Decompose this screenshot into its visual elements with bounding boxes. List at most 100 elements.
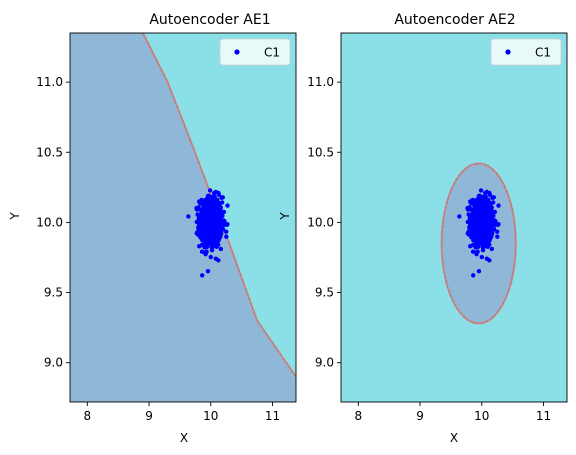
data-point (202, 228, 207, 233)
data-point (484, 230, 489, 236)
legend-label: C1 (264, 46, 280, 60)
data-point (481, 213, 486, 218)
y-tick-label: 10.0 (36, 215, 63, 229)
data-point (472, 201, 478, 207)
x-axis-label-ae1: X (180, 431, 188, 445)
data-point (485, 212, 491, 218)
data-point (197, 223, 202, 228)
x-tick-label: 11 (265, 409, 280, 423)
data-point (481, 217, 486, 222)
chart-title-ae2: Autoencoder AE2 (394, 12, 515, 28)
data-point (225, 203, 230, 208)
data-point (472, 206, 477, 212)
data-point (203, 251, 208, 257)
data-point (205, 268, 211, 274)
data-point (478, 236, 484, 242)
data-point (495, 222, 501, 228)
axes-frame (69, 32, 297, 403)
y-tick-label: 9.0 (44, 356, 63, 370)
data-point (224, 229, 229, 234)
data-point (220, 226, 226, 232)
data-point (204, 208, 210, 213)
data-point (199, 249, 205, 254)
data-point (222, 218, 227, 224)
data-point (224, 234, 229, 239)
x-axis-label-ae2: X (450, 431, 458, 445)
data-point (491, 195, 496, 200)
data-point (195, 212, 200, 217)
data-point (215, 217, 221, 222)
data-point (219, 200, 225, 205)
data-point (475, 208, 481, 213)
data-point (485, 198, 490, 203)
data-point (479, 222, 485, 227)
data-point (213, 230, 218, 236)
data-point (495, 229, 500, 234)
data-point (218, 233, 223, 238)
data-point (198, 201, 203, 206)
data-point (201, 201, 207, 207)
x-tick-label: 10 (474, 409, 489, 423)
legend-marker (234, 49, 240, 55)
data-point (205, 228, 210, 234)
data-point (482, 190, 488, 196)
data-point (218, 211, 224, 216)
data-point (204, 220, 210, 226)
axes-frame (340, 32, 568, 403)
subplot-ae1: Autoencoder AE1 X Y 8 9 10 11 9.0 9.5 10.0 10.5… (8, 12, 297, 445)
legend: C1 (490, 38, 562, 66)
data-point (205, 193, 211, 199)
data-point (211, 190, 217, 196)
data-point (207, 236, 213, 242)
data-point (216, 192, 222, 198)
data-point (201, 206, 206, 212)
data-point (476, 193, 482, 199)
inside-region (70, 33, 296, 402)
y-axis-label-ae1: Y (8, 212, 22, 221)
data-point (493, 218, 498, 224)
data-point (474, 212, 479, 217)
data-point (224, 222, 230, 228)
data-point (209, 247, 215, 253)
data-point (207, 188, 213, 193)
data-point (218, 246, 224, 252)
data-point (478, 203, 484, 208)
data-point (186, 214, 191, 219)
decision-boundary (441, 162, 517, 324)
x-tick-label: 9 (145, 409, 153, 423)
data-point (474, 239, 479, 245)
data-point (486, 223, 492, 229)
y-tick-label: 11.0 (36, 75, 63, 89)
legend-box (490, 38, 562, 66)
data-point (479, 254, 485, 260)
data-point (209, 194, 215, 200)
y-tick-label: 11.0 (307, 75, 334, 89)
y-axis-label-ae2: Y (278, 212, 292, 221)
data-point (480, 247, 486, 253)
series-C1 (457, 188, 501, 278)
legend-box (219, 38, 291, 66)
data-point (208, 254, 214, 260)
data-point (486, 217, 492, 222)
data-point (216, 258, 221, 263)
plot-area (70, 33, 296, 402)
data-point (198, 217, 203, 223)
data-point (210, 213, 215, 218)
data-point (474, 251, 479, 257)
x-tick-label: 10 (203, 409, 218, 423)
y-tick-label: 9.5 (44, 286, 63, 300)
x-tick-label: 8 (83, 409, 91, 423)
data-point (480, 194, 486, 200)
data-point (207, 203, 213, 208)
data-point (489, 233, 494, 238)
data-point (468, 223, 473, 228)
data-point (489, 246, 495, 252)
y-tick-label: 9.0 (315, 356, 334, 370)
data-point (466, 205, 471, 211)
data-point (210, 241, 216, 247)
data-point (214, 198, 219, 203)
x-tick-label: 8 (354, 409, 362, 423)
data-point (489, 211, 495, 216)
data-point (487, 192, 493, 198)
data-point (470, 249, 476, 254)
